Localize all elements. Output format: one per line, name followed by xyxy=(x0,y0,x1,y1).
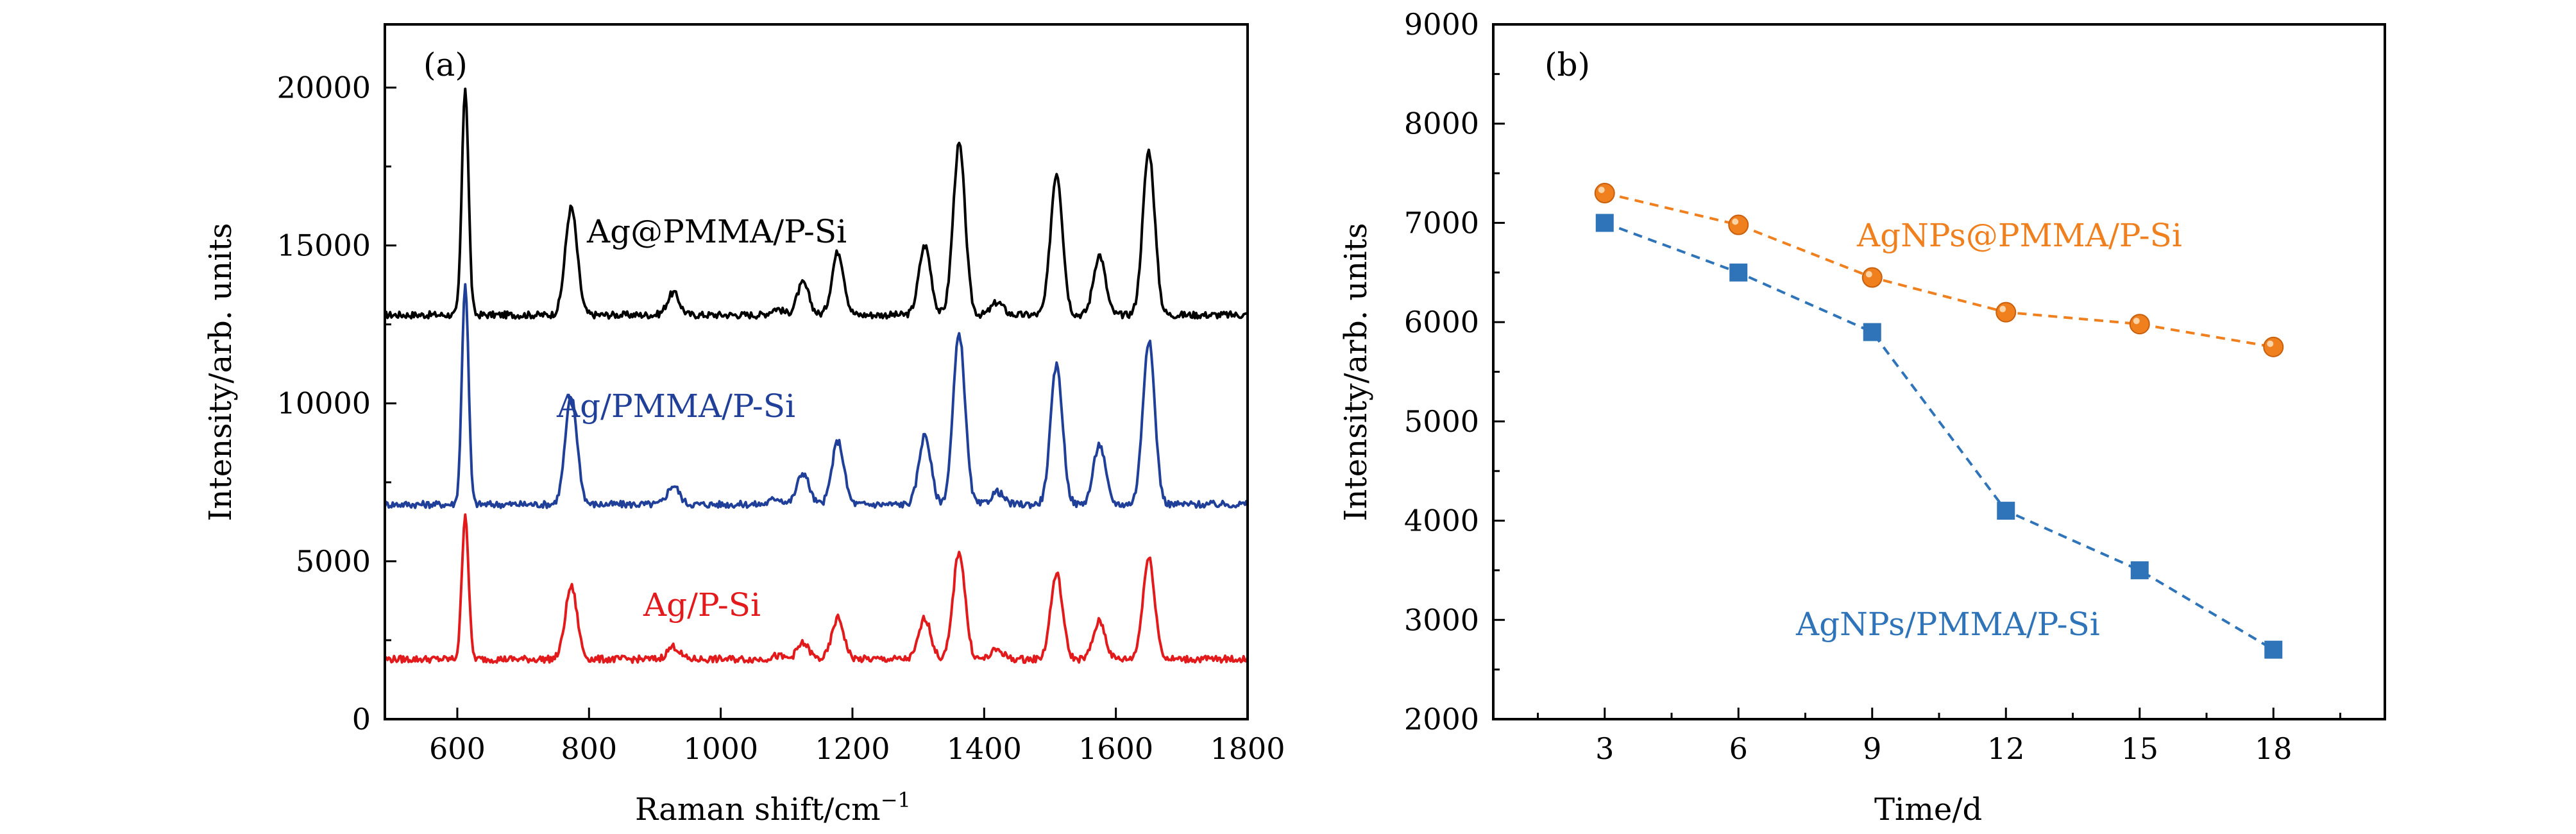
x-tick-label: 12 xyxy=(1987,731,2025,766)
data-point-highlight xyxy=(1865,271,1872,278)
panel-a-label: (a) xyxy=(423,46,468,83)
data-point-highlight xyxy=(1598,187,1605,194)
data-point-square xyxy=(1595,214,1614,232)
y-tick-label: 20000 xyxy=(277,70,371,105)
series-line xyxy=(1604,221,2275,651)
series-label-ag-pmma-p-si: Ag/PMMA/P-Si xyxy=(556,387,795,425)
x-tick-label: 800 xyxy=(561,731,617,766)
y-tick-label: 2000 xyxy=(1404,702,1479,736)
y-tick-label: 7000 xyxy=(1404,205,1479,240)
panel-b-label: (b) xyxy=(1545,46,1590,83)
y-tick-label: 15000 xyxy=(277,228,371,263)
y-tick-label: 4000 xyxy=(1404,504,1479,538)
spectrum-line xyxy=(384,513,1249,664)
y-tick-label: 0 xyxy=(352,702,371,736)
data-point-square xyxy=(1729,263,1748,282)
data-point-circle xyxy=(2263,336,2284,357)
x-tick-label: 15 xyxy=(2121,731,2158,766)
data-point-square xyxy=(2130,561,2149,579)
data-point-square xyxy=(2264,640,2283,659)
spectrum-line xyxy=(384,283,1249,509)
x-tick-label: 3 xyxy=(1595,731,1614,766)
y-tick-label: 3000 xyxy=(1404,602,1479,637)
x-tick-label: 600 xyxy=(429,731,486,766)
x-tick-label: 1800 xyxy=(1210,731,1285,766)
data-point-circle xyxy=(1996,302,2017,323)
panel-a-ticks: 600 800 1000 1200 1400 1600 1800 0 5000 10000 1500… xyxy=(277,70,1285,766)
data-point-circle xyxy=(1861,267,1883,288)
x-tick-label: 1600 xyxy=(1078,731,1153,766)
spectrum-line xyxy=(384,87,1248,320)
series-label-agnps-pmma-p-si: AgNPs/PMMA/P-Si xyxy=(1795,606,2100,643)
y-tick-label: 10000 xyxy=(277,386,371,421)
data-point-square xyxy=(1997,502,2015,520)
x-tick-label: 6 xyxy=(1729,731,1748,766)
data-point-circle xyxy=(1728,214,1749,235)
series-line xyxy=(1604,192,2274,348)
x-tick-label: 18 xyxy=(2255,731,2292,766)
panel-a-series xyxy=(384,87,1249,664)
panel-b-ticks: 3 6 9 12 15 18 2000 3000 4000 5000 6000 7000 8000 900… xyxy=(1404,7,2341,766)
data-point-circle xyxy=(2129,314,2150,335)
x-tick-label: 1200 xyxy=(815,731,890,766)
data-point-highlight xyxy=(2133,318,2140,325)
y-tick-label: 8000 xyxy=(1404,106,1479,141)
y-tick-label: 5000 xyxy=(1404,404,1479,439)
y-tick-label: 9000 xyxy=(1404,7,1479,42)
x-tick-label: 9 xyxy=(1863,731,1881,766)
panel-b-series xyxy=(1594,183,2284,659)
x-tick-label: 1000 xyxy=(683,731,758,766)
data-point-square xyxy=(1863,323,1881,341)
panel-a-y-axis-title: Intensity/arb. units xyxy=(203,223,239,522)
series-label-ag-p-si: Ag/P-Si xyxy=(643,586,761,624)
data-point-highlight xyxy=(1999,305,2006,312)
panel-b: 3 6 9 12 15 18 2000 3000 4000 5000 6000 7000 8000 900… xyxy=(1338,7,2386,828)
y-tick-label: 6000 xyxy=(1404,305,1479,339)
series-label-ag-pmma-p-si-core-shell: Ag@PMMA/P-Si xyxy=(586,213,847,250)
panel-b-x-axis-title: Time/d xyxy=(1874,792,1982,828)
data-point-highlight xyxy=(1732,218,1739,225)
data-point-circle xyxy=(1594,183,1615,204)
y-tick-label: 5000 xyxy=(296,544,371,579)
x-tick-label: 1400 xyxy=(947,731,1022,766)
panel-b-y-axis-title: Intensity/arb. units xyxy=(1338,223,1374,522)
series-label-agnps-pmma-p-si-core-shell: AgNPs@PMMA/P-Si xyxy=(1856,217,2182,254)
panel-a: 600 800 1000 1200 1400 1600 1800 0 5000 10000 1500… xyxy=(203,23,1285,828)
panel-a-frame xyxy=(384,23,1249,720)
data-point-highlight xyxy=(2267,340,2274,347)
panel-a-x-axis-title: Raman shift/cm−1 xyxy=(635,788,911,828)
